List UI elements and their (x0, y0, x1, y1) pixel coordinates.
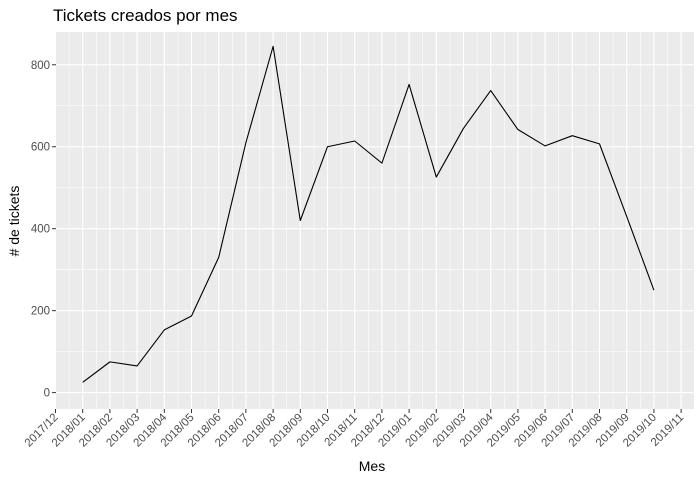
series-lines (82, 45, 655, 383)
y-axis-title: # de tickets (6, 186, 22, 257)
y-tick-label: 800 (31, 60, 50, 72)
grid-major (54, 32, 694, 409)
series-line (82, 45, 655, 383)
y-tick-label: 0 (44, 388, 50, 400)
y-axis: 0 200 400 600 800 (31, 60, 56, 400)
chart-title: Tickets creados por mes (53, 6, 238, 25)
y-tick-label: 200 (31, 306, 50, 318)
grid-minor (56, 32, 694, 409)
x-axis-title: Mes (359, 458, 385, 474)
y-tick-label: 600 (31, 142, 50, 154)
plot-background (56, 32, 694, 409)
y-tick-label: 400 (31, 224, 50, 236)
x-axis: 2017/122018/012018/022018/032018/042018/… (23, 409, 686, 450)
